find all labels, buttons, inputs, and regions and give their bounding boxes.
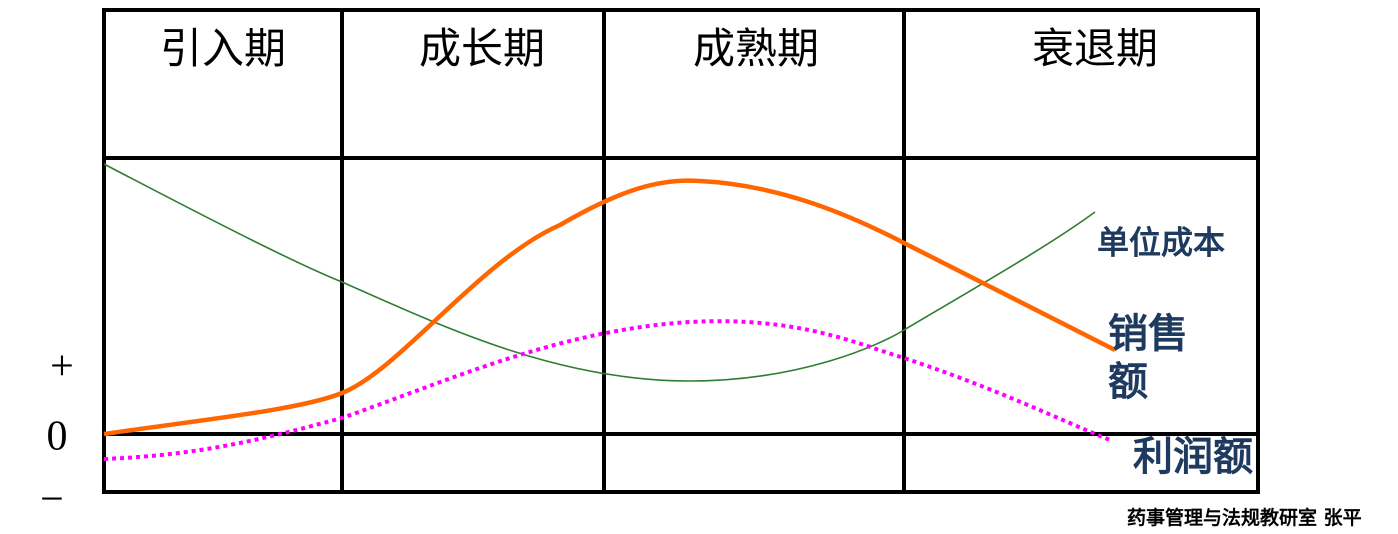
unit-cost-label: 单位成本 <box>1097 224 1225 262</box>
profit-label: 利润额 <box>1133 433 1253 480</box>
stage-label: 引入期 <box>160 24 286 73</box>
grid <box>102 8 1260 494</box>
unit-cost-curve <box>103 163 1096 382</box>
axis-sign: + <box>50 344 74 390</box>
axis-sign: − <box>40 477 64 523</box>
stage-label: 成熟期 <box>693 24 819 73</box>
stage-label: 成长期 <box>419 24 545 73</box>
footer: 药事管理与法规教研室 张平 <box>1127 506 1362 529</box>
sales-label: 额 <box>1108 358 1148 405</box>
frame <box>102 8 1260 494</box>
axis-sign: 0 <box>47 414 68 460</box>
sales-label: 销售 <box>1108 310 1188 357</box>
sales-curve <box>103 178 1117 437</box>
stage-label: 衰退期 <box>1032 24 1158 73</box>
profit-curve <box>103 319 1111 461</box>
